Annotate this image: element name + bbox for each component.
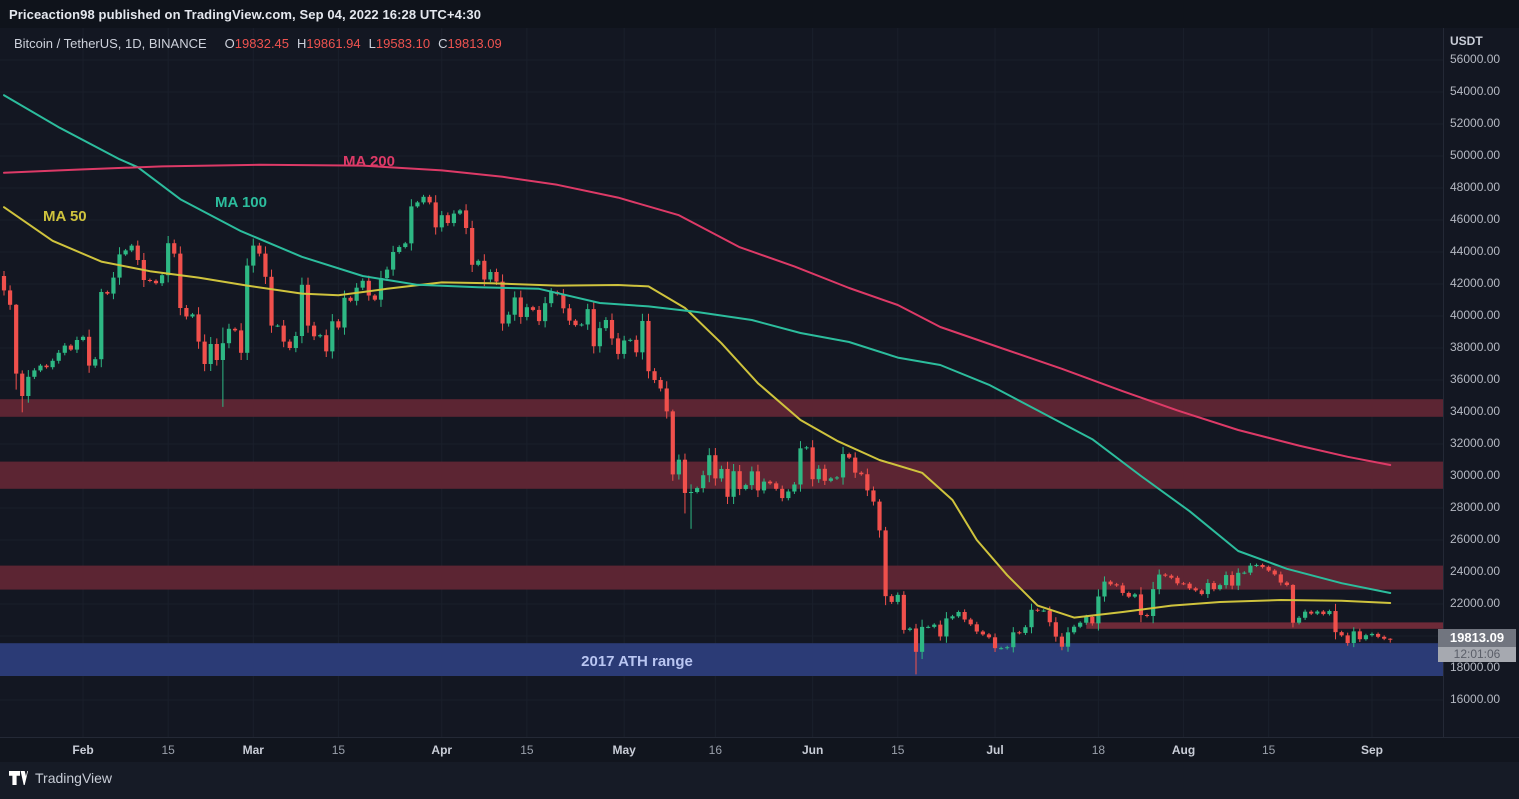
- time-axis-tick: Jul: [986, 743, 1004, 757]
- price-axis-tick: 34000.00: [1450, 404, 1501, 418]
- chart-canvas[interactable]: Bitcoin / TetherUS, 1D, BINANCE O19832.45…: [0, 28, 1443, 737]
- ohlc-key: C: [438, 36, 448, 51]
- zone-label: 2017 ATH range: [581, 653, 693, 670]
- price-axis-tick: 30000.00: [1450, 468, 1501, 482]
- ma-label-ma-200: MA 200: [343, 153, 395, 170]
- last-price-value: 19813.09: [1438, 628, 1516, 647]
- time-axis-tick: Sep: [1360, 743, 1384, 757]
- candlestick-chart[interactable]: [0, 28, 1443, 737]
- ohlc-key: H: [297, 36, 307, 51]
- time-axis-tick: Aug: [1171, 743, 1196, 757]
- time-axis[interactable]: Feb 15 Mar 15 Apr 15 May 16 Jun 15 Jul 18 Aug 15 Sep: [0, 737, 1519, 762]
- price-axis-tick: 42000.00: [1450, 276, 1501, 290]
- bar-countdown: 12:01:06: [1438, 646, 1516, 662]
- price-axis-tick: 18000.00: [1450, 660, 1501, 674]
- last-price-label: 19813.09 12:01:06: [1438, 628, 1516, 662]
- ohlc-value: 19813.09: [447, 36, 502, 51]
- time-axis-tick: 15: [161, 743, 175, 757]
- time-axis-tick: 15: [520, 743, 534, 757]
- bottom-bar: TradingView: [0, 762, 1519, 799]
- price-axis-tick: 24000.00: [1450, 564, 1501, 578]
- ohlc-value: 19861.94: [306, 36, 361, 51]
- price-axis-tick: 16000.00: [1450, 692, 1501, 706]
- time-axis-tick: Mar: [242, 743, 264, 757]
- tradingview-logo-icon: [9, 771, 28, 785]
- price-axis-tick: 52000.00: [1450, 116, 1501, 130]
- time-axis-tick: 15: [891, 743, 905, 757]
- price-axis-tick: 50000.00: [1450, 148, 1501, 162]
- price-axis-tick: 40000.00: [1450, 308, 1501, 322]
- price-axis-tick: 44000.00: [1450, 244, 1501, 258]
- ohlc-value: 19583.10: [375, 36, 431, 51]
- ohlc-key: L: [368, 36, 376, 51]
- price-axis-tick: 48000.00: [1450, 180, 1501, 194]
- price-axis-tick: 54000.00: [1450, 84, 1501, 98]
- ohlc-value: 19832.45: [234, 36, 290, 51]
- publish-text: Priceaction98 published on TradingView.c…: [9, 6, 482, 22]
- time-axis-tick: Jun: [801, 743, 824, 757]
- price-axis-tick: 38000.00: [1450, 340, 1501, 354]
- ohlc-key: O: [224, 36, 235, 51]
- symbol-title[interactable]: Bitcoin / TetherUS, 1D, BINANCE: [14, 36, 207, 51]
- time-axis-tick: 15: [331, 743, 346, 757]
- time-axis-tick: 18: [1091, 743, 1106, 757]
- time-axis-tick: 16: [708, 743, 723, 757]
- chart-legend[interactable]: Bitcoin / TetherUS, 1D, BINANCE O19832.45…: [14, 36, 502, 51]
- price-axis-tick: 32000.00: [1450, 436, 1501, 450]
- price-axis-tick: 26000.00: [1450, 532, 1501, 546]
- time-axis-tick: Feb: [72, 743, 94, 757]
- publish-bar: Priceaction98 published on TradingView.c…: [0, 0, 1519, 28]
- ma-label-ma-100: MA 100: [215, 194, 267, 211]
- tradingview-logo[interactable]: TradingView: [9, 770, 112, 786]
- ma-label-ma-50: MA 50: [43, 208, 87, 225]
- time-axis-tick: May: [612, 743, 636, 757]
- price-axis-tick: 36000.00: [1450, 372, 1501, 386]
- price-axis[interactable]: USDT 19813.09 12:01:06 56000.00 54000.00 5…: [1438, 28, 1519, 737]
- time-axis-tick: 15: [1261, 743, 1276, 757]
- price-axis-tick: 46000.00: [1450, 212, 1501, 226]
- ohlc-values: O19832.45 H19861.94 L19583.10 C19813.09: [217, 36, 502, 51]
- price-axis-currency: USDT: [1450, 34, 1483, 48]
- price-axis-tick: 28000.00: [1450, 500, 1501, 514]
- price-axis-tick: 22000.00: [1450, 596, 1501, 610]
- time-axis-tick: Apr: [431, 743, 453, 757]
- tradingview-logo-text: TradingView: [35, 770, 113, 786]
- price-axis-tick: 56000.00: [1450, 52, 1501, 66]
